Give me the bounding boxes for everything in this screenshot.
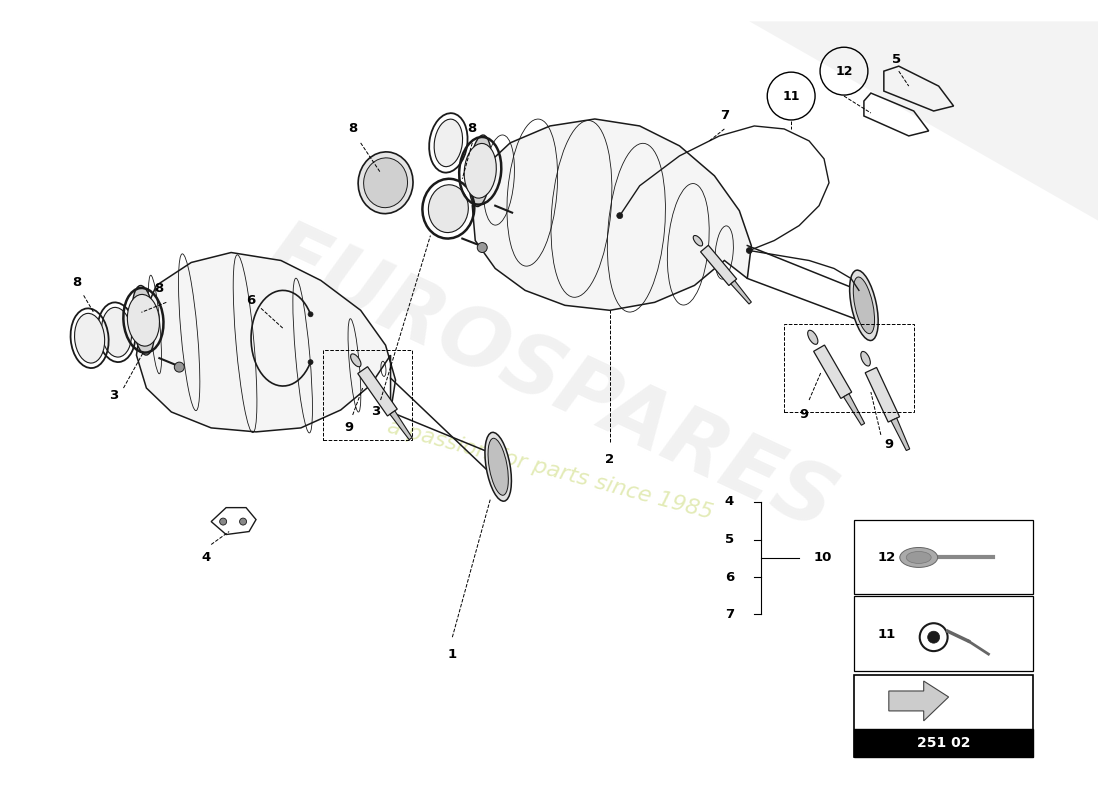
Polygon shape <box>136 253 396 432</box>
Bar <box>322 350 412 440</box>
Ellipse shape <box>746 247 752 254</box>
Polygon shape <box>749 22 1098 221</box>
Text: 12: 12 <box>835 65 852 78</box>
Polygon shape <box>844 394 865 426</box>
Text: 4: 4 <box>201 551 211 564</box>
Bar <box>784 324 914 412</box>
Bar <box>854 675 1033 757</box>
Text: 2: 2 <box>605 454 615 466</box>
Bar <box>854 519 1033 594</box>
Ellipse shape <box>220 518 227 525</box>
Ellipse shape <box>900 547 937 567</box>
Text: 10: 10 <box>814 551 833 565</box>
Ellipse shape <box>906 551 932 563</box>
Ellipse shape <box>477 242 487 253</box>
Ellipse shape <box>359 152 412 214</box>
Polygon shape <box>472 119 751 310</box>
Ellipse shape <box>174 362 185 372</box>
Ellipse shape <box>861 351 870 366</box>
Text: 4: 4 <box>725 495 734 508</box>
Ellipse shape <box>101 307 132 357</box>
Text: 11: 11 <box>782 90 800 102</box>
Text: 5: 5 <box>892 53 901 66</box>
Ellipse shape <box>927 631 939 643</box>
Text: 12: 12 <box>878 551 896 564</box>
Text: 9: 9 <box>884 438 893 451</box>
Text: 11: 11 <box>878 628 896 641</box>
Ellipse shape <box>308 360 314 365</box>
Polygon shape <box>730 281 751 304</box>
Text: 7: 7 <box>719 110 729 122</box>
Ellipse shape <box>485 432 512 501</box>
Text: 9: 9 <box>344 422 353 434</box>
Ellipse shape <box>364 158 407 208</box>
Polygon shape <box>701 246 737 286</box>
Text: 3: 3 <box>109 389 118 402</box>
Ellipse shape <box>807 330 818 344</box>
Ellipse shape <box>488 438 508 495</box>
Text: 8: 8 <box>72 276 81 289</box>
Polygon shape <box>389 411 412 440</box>
Ellipse shape <box>693 235 703 246</box>
Ellipse shape <box>849 270 878 341</box>
Text: 6: 6 <box>725 571 734 584</box>
Text: 8: 8 <box>468 122 477 135</box>
Text: EUROSPARES: EUROSPARES <box>252 213 848 548</box>
Ellipse shape <box>308 312 314 317</box>
Polygon shape <box>866 367 900 422</box>
Ellipse shape <box>75 314 104 363</box>
Ellipse shape <box>617 213 623 218</box>
Polygon shape <box>814 345 851 398</box>
Text: 7: 7 <box>725 608 734 621</box>
Bar <box>854 596 1033 671</box>
Polygon shape <box>358 366 397 416</box>
Text: 5: 5 <box>725 533 734 546</box>
Ellipse shape <box>434 119 463 166</box>
Text: 6: 6 <box>246 294 255 307</box>
Ellipse shape <box>240 518 246 525</box>
Text: 8: 8 <box>348 122 358 135</box>
Ellipse shape <box>128 294 160 346</box>
Ellipse shape <box>428 185 469 233</box>
Text: 3: 3 <box>371 406 381 418</box>
Ellipse shape <box>132 286 155 355</box>
Polygon shape <box>891 418 910 450</box>
Text: 251 02: 251 02 <box>917 736 970 750</box>
Ellipse shape <box>469 135 492 206</box>
Text: 9: 9 <box>800 409 808 422</box>
Text: 8: 8 <box>155 282 164 295</box>
Bar <box>854 729 1033 757</box>
Polygon shape <box>889 681 948 721</box>
Text: 1: 1 <box>448 648 456 661</box>
Ellipse shape <box>854 277 874 334</box>
Ellipse shape <box>464 143 496 198</box>
Ellipse shape <box>351 354 361 366</box>
Text: a passion for parts since 1985: a passion for parts since 1985 <box>385 417 715 523</box>
